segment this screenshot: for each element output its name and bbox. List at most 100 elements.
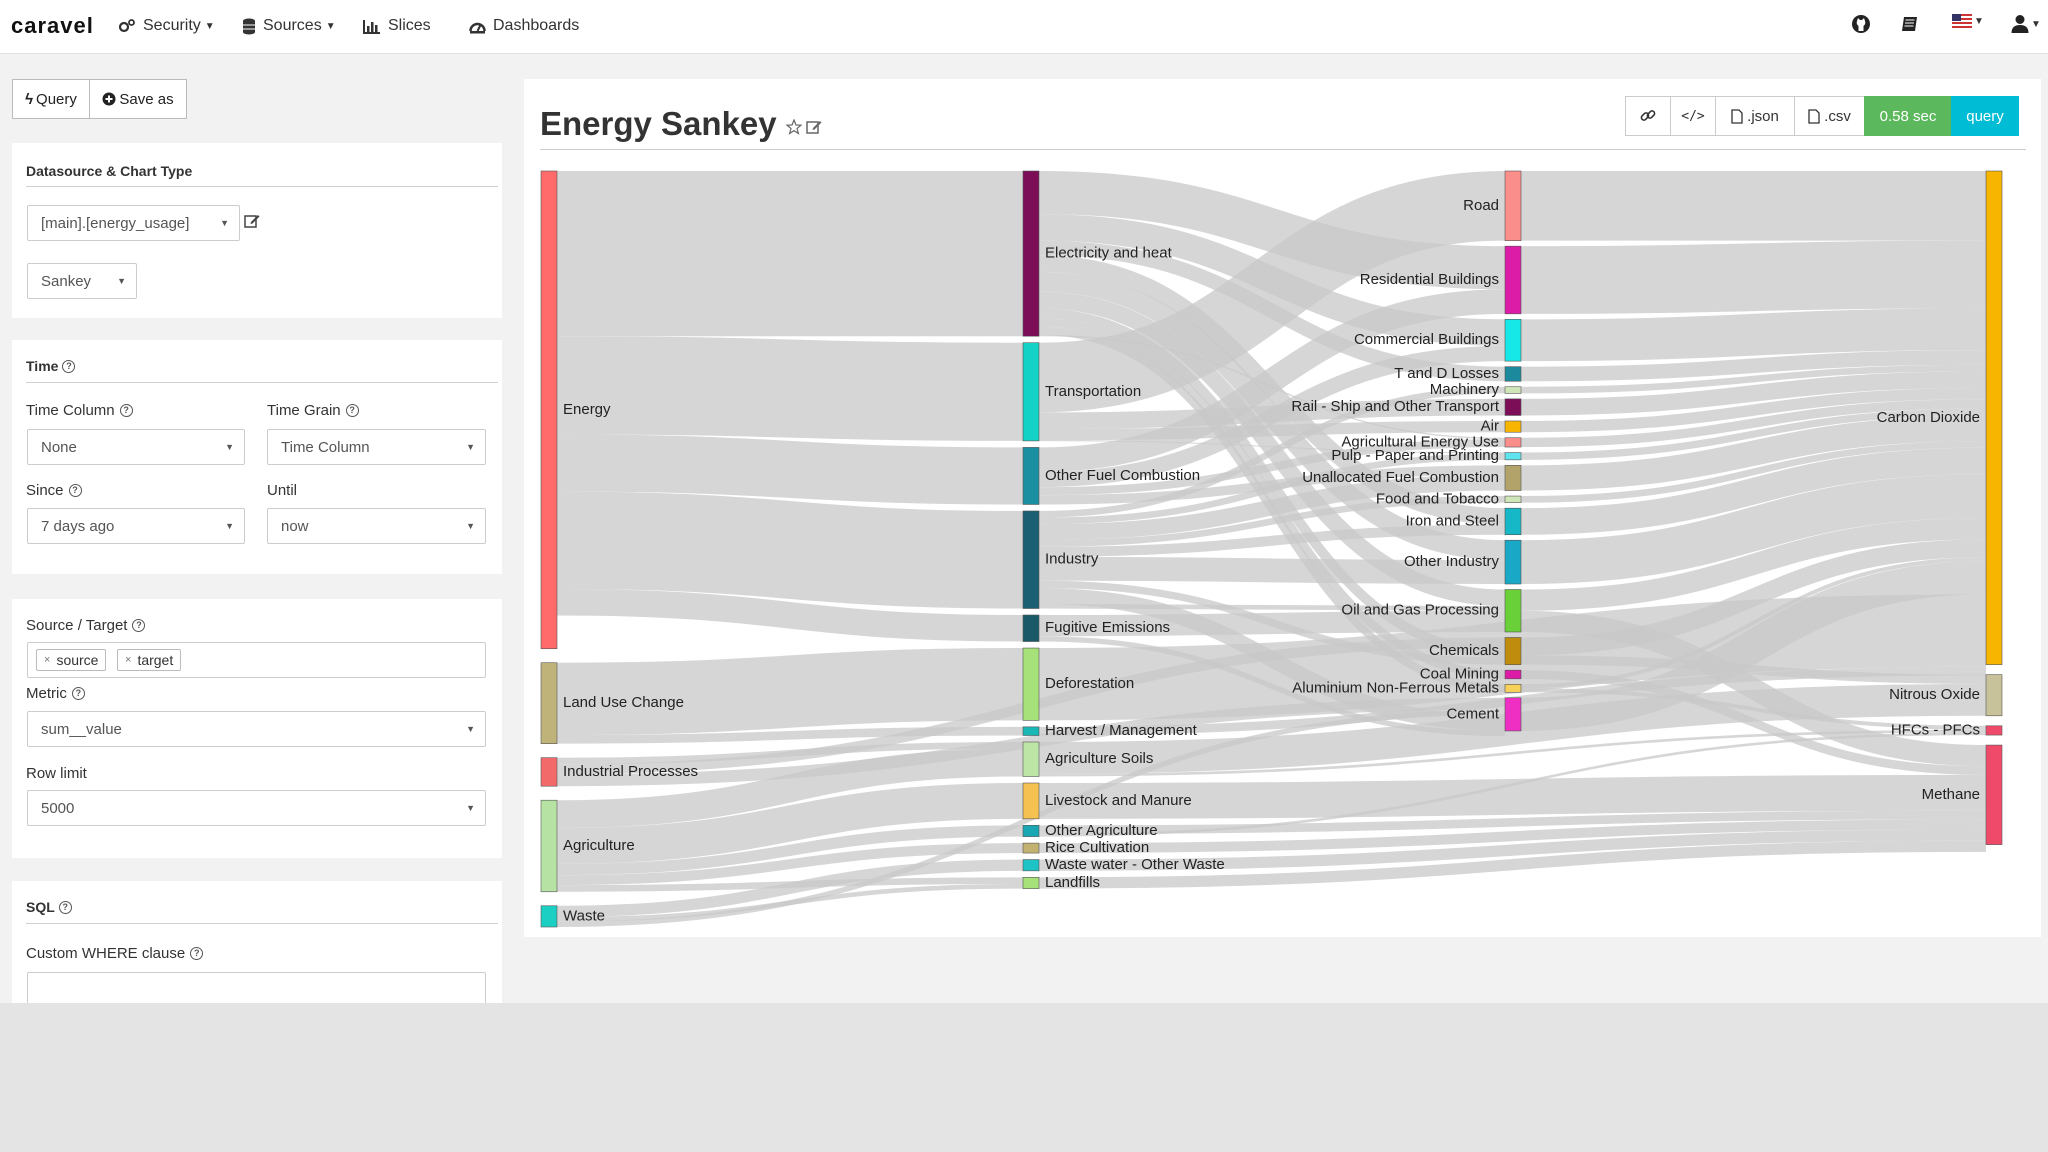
sankey-link[interactable] xyxy=(1520,371,1987,416)
sankey-link[interactable] xyxy=(1038,819,1987,854)
help-icon[interactable]: ? xyxy=(68,484,82,497)
nav-slices[interactable]: Slices xyxy=(363,17,431,35)
json-export-button[interactable]: .json xyxy=(1715,96,1795,136)
sankey-link[interactable] xyxy=(556,859,1024,918)
sankey-link[interactable] xyxy=(556,748,1024,829)
sankey-link[interactable] xyxy=(556,648,1024,736)
sankey-link[interactable] xyxy=(1520,399,1987,448)
sankey-link[interactable] xyxy=(1520,447,1987,535)
metric-select[interactable]: sum__value ▼ xyxy=(27,711,486,747)
remove-tag-icon[interactable]: × xyxy=(44,654,51,666)
sankey-node[interactable] xyxy=(1022,614,1040,642)
sankey-node[interactable] xyxy=(1022,447,1040,505)
sankey-node[interactable] xyxy=(1022,170,1040,337)
time-column-select[interactable]: None ▼ xyxy=(27,429,245,465)
sankey-link[interactable] xyxy=(1038,774,1987,819)
help-icon[interactable]: ? xyxy=(119,404,133,417)
sankey-link[interactable] xyxy=(1038,524,1506,557)
save-as-button[interactable]: Save as xyxy=(89,79,187,119)
sankey-node[interactable] xyxy=(540,662,558,744)
language-selector[interactable]: ▼ xyxy=(1952,14,1984,28)
sankey-link[interactable] xyxy=(1038,729,1987,777)
sankey-node[interactable] xyxy=(1504,366,1522,382)
help-icon[interactable]: ? xyxy=(62,359,76,373)
sankey-link[interactable] xyxy=(1038,556,1506,585)
sankey-node[interactable] xyxy=(1504,420,1522,433)
edit-icon[interactable] xyxy=(806,119,823,135)
sankey-node[interactable] xyxy=(1022,859,1040,872)
sankey-link[interactable] xyxy=(1520,387,1987,433)
sankey-link[interactable] xyxy=(1038,420,1506,441)
help-icon[interactable]: ? xyxy=(345,404,359,417)
sankey-node[interactable] xyxy=(1504,507,1522,536)
sankey-link[interactable] xyxy=(1038,610,1506,637)
sankey-node[interactable] xyxy=(1504,437,1522,448)
sankey-node[interactable] xyxy=(1504,465,1522,491)
tag-target[interactable]: × target xyxy=(117,649,182,671)
sankey-link[interactable] xyxy=(556,336,1024,441)
sankey-node[interactable] xyxy=(1504,245,1522,315)
sankey-link[interactable] xyxy=(1520,350,1987,382)
sankey-node[interactable] xyxy=(1022,647,1040,721)
nav-security[interactable]: Security ▼ xyxy=(118,17,215,35)
sankey-node[interactable] xyxy=(1504,495,1522,503)
query-button[interactable]: ϟ Query xyxy=(12,79,90,119)
sankey-link[interactable] xyxy=(1520,308,1987,362)
sankey-link[interactable] xyxy=(1038,603,1506,611)
sankey-link[interactable] xyxy=(1038,840,1987,889)
view-query-button[interactable]: query xyxy=(1951,96,2019,136)
sankey-node[interactable] xyxy=(1504,637,1522,665)
sankey-link[interactable] xyxy=(1038,496,1506,547)
sankey-link[interactable] xyxy=(1038,829,1987,871)
sankey-link[interactable] xyxy=(1038,171,1506,290)
sankey-link[interactable] xyxy=(1038,465,1506,505)
since-select[interactable]: 7 days ago ▼ xyxy=(27,508,245,544)
sankey-link[interactable] xyxy=(1520,518,1987,611)
sankey-node[interactable] xyxy=(1504,589,1522,633)
sankey-link[interactable] xyxy=(556,783,1024,864)
sankey-node[interactable] xyxy=(1022,741,1040,777)
sankey-node[interactable] xyxy=(1985,170,2003,665)
source-target-multiselect[interactable]: × source × target xyxy=(27,642,486,678)
where-clause-input[interactable] xyxy=(27,972,486,1003)
sankey-link[interactable] xyxy=(556,491,1024,609)
sankey-link[interactable] xyxy=(1038,171,1506,413)
sankey-node[interactable] xyxy=(1504,684,1522,693)
sankey-link[interactable] xyxy=(1038,474,1506,541)
sankey-link[interactable] xyxy=(1520,441,1987,503)
sankey-node[interactable] xyxy=(1022,782,1040,820)
until-select[interactable]: now ▼ xyxy=(267,508,486,544)
sankey-node[interactable] xyxy=(1022,877,1040,889)
star-icon[interactable] xyxy=(786,119,802,135)
sankey-link[interactable] xyxy=(1038,453,1506,525)
row-limit-select[interactable]: 5000 ▼ xyxy=(27,790,486,826)
sankey-link[interactable] xyxy=(1038,732,1987,837)
sankey-link[interactable] xyxy=(556,843,1024,886)
sankey-link[interactable] xyxy=(1520,240,1987,314)
docs-link[interactable] xyxy=(1900,14,1920,34)
sankey-node[interactable] xyxy=(540,170,558,650)
sankey-node[interactable] xyxy=(1504,452,1522,461)
help-icon[interactable]: ? xyxy=(132,619,146,632)
nav-dashboards[interactable]: Dashboards xyxy=(469,17,579,35)
sankey-link[interactable] xyxy=(1038,439,1506,496)
sankey-link[interactable] xyxy=(1520,364,1987,394)
sankey-link[interactable] xyxy=(1520,408,1987,460)
sankey-node[interactable] xyxy=(1504,386,1522,394)
remove-tag-icon[interactable]: × xyxy=(125,654,132,666)
sankey-node[interactable] xyxy=(1504,398,1522,416)
time-grain-select[interactable]: Time Column ▼ xyxy=(267,429,486,465)
sankey-link[interactable] xyxy=(556,434,1024,505)
brand-logo[interactable]: caravel xyxy=(11,13,94,38)
sankey-node[interactable] xyxy=(1022,510,1040,609)
csv-export-button[interactable]: .csv xyxy=(1794,96,1865,136)
sankey-node[interactable] xyxy=(1985,744,2003,845)
tag-source[interactable]: × source xyxy=(36,649,107,671)
sankey-link[interactable] xyxy=(556,825,1024,876)
sankey-link[interactable] xyxy=(1520,474,1987,585)
sankey-node[interactable] xyxy=(540,905,558,928)
help-icon[interactable]: ? xyxy=(71,687,85,700)
datasource-select[interactable]: [main].[energy_usage] ▼ xyxy=(27,205,240,241)
sankey-link[interactable] xyxy=(556,589,1024,642)
help-icon[interactable]: ? xyxy=(190,947,204,960)
